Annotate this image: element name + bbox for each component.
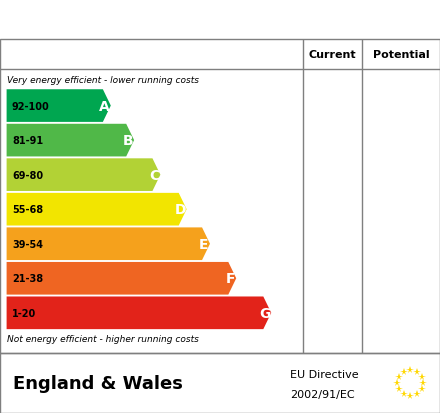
- Text: Not energy efficient - higher running costs: Not energy efficient - higher running co…: [7, 335, 198, 344]
- Text: 55-68: 55-68: [12, 205, 43, 215]
- Text: Current: Current: [308, 50, 356, 60]
- Text: 92-100: 92-100: [12, 101, 50, 111]
- Text: C: C: [149, 168, 159, 182]
- Polygon shape: [7, 228, 210, 261]
- Polygon shape: [7, 193, 187, 226]
- Text: 21-38: 21-38: [12, 273, 43, 284]
- Polygon shape: [7, 297, 271, 329]
- Text: A: A: [99, 100, 110, 113]
- Text: B: B: [123, 134, 133, 148]
- Text: F: F: [225, 272, 235, 285]
- Polygon shape: [7, 262, 236, 295]
- Polygon shape: [7, 90, 111, 123]
- Text: England & Wales: England & Wales: [13, 374, 183, 392]
- Polygon shape: [7, 124, 134, 157]
- Text: 39-54: 39-54: [12, 239, 43, 249]
- Text: EU Directive: EU Directive: [290, 369, 359, 379]
- Text: 69-80: 69-80: [12, 170, 43, 180]
- Text: D: D: [175, 203, 186, 217]
- Text: 81-91: 81-91: [12, 136, 43, 146]
- Text: Very energy efficient - lower running costs: Very energy efficient - lower running co…: [7, 76, 198, 85]
- Text: 2002/91/EC: 2002/91/EC: [290, 389, 355, 399]
- Text: G: G: [260, 306, 271, 320]
- Text: E: E: [199, 237, 209, 251]
- Text: Energy Efficiency Rating: Energy Efficiency Rating: [11, 10, 299, 30]
- Text: Potential: Potential: [373, 50, 429, 60]
- Text: 1-20: 1-20: [12, 308, 36, 318]
- Polygon shape: [7, 159, 161, 192]
